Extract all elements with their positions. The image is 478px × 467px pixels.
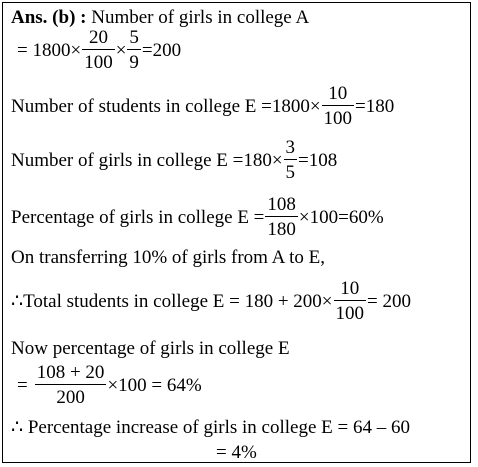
fraction: 108 180: [265, 195, 298, 239]
eq-lead: Number of students in college E =1800×: [11, 95, 321, 117]
percentage-increase-statement: ∴ Percentage increase of girls in colleg…: [11, 417, 410, 438]
fraction-numerator: 108 + 20: [34, 362, 107, 385]
eq-result: =108: [298, 149, 338, 171]
eq-lead: Percentage of girls in college E =: [11, 206, 265, 228]
answer-label: Ans. (b) :: [11, 7, 87, 28]
fraction: 108 + 20 200: [34, 362, 107, 408]
equation-new-percentage: = 108 + 20 200 ×100 = 64%: [17, 363, 202, 407]
line-1-text: Number of girls in college A: [91, 7, 310, 28]
final-answer: = 4%: [216, 442, 257, 463]
times-sign: ×: [115, 39, 127, 61]
eq-lead: =: [17, 374, 28, 396]
equation-girls-college-e: Number of girls in college E =180× 3 5 =108: [11, 138, 337, 182]
fraction-denominator: 180: [267, 219, 296, 240]
fraction-numerator: 10: [321, 84, 355, 106]
fraction-denominator: 100: [323, 108, 353, 129]
eq-lead: ∴Total students in college E = 180 + 200…: [11, 290, 333, 312]
answer-heading: Ans. (b) : Number of girls in college A: [11, 8, 309, 27]
equation-percentage-girls-e: Percentage of girls in college E = 108 180…: [11, 195, 384, 239]
fraction-numerator: 108: [265, 194, 298, 217]
eq-lead: = 1800×: [17, 39, 82, 61]
eq-result: =180: [355, 95, 395, 117]
eq-result: =200: [141, 39, 182, 61]
solution-box: [2, 2, 471, 463]
fraction-denominator: 100: [84, 52, 113, 73]
fraction-denominator: 200: [56, 387, 85, 408]
eq-result: ×100 = 64%: [107, 374, 202, 396]
fraction-denominator: 9: [129, 52, 139, 73]
eq-result: = 200: [367, 290, 411, 312]
fraction-numerator: 20: [82, 28, 115, 50]
fraction-numerator: 10: [333, 279, 367, 301]
fraction-numerator: 5: [127, 27, 141, 50]
transfer-statement: On transferring 10% of girls from A to E…: [11, 247, 325, 268]
eq-lead: Number of girls in college E =180×: [11, 149, 283, 171]
new-percentage-heading: Now percentage of girls in college E: [11, 338, 290, 359]
fraction-denominator: 5: [285, 162, 296, 183]
fraction-denominator: 100: [335, 303, 365, 324]
equation-total-students: ∴Total students in college E = 180 + 200…: [11, 279, 411, 323]
fraction: 10 100: [321, 84, 355, 129]
fraction: 10 100: [333, 279, 367, 324]
fraction: 20 100: [82, 28, 115, 72]
eq-result: ×100=60%: [298, 206, 384, 228]
equation-girls-college-a: = 1800× 20 100 × 5 9 =200: [17, 28, 181, 72]
fraction-numerator: 3: [283, 137, 298, 160]
equation-students-college-e: Number of students in college E =1800× 10…: [11, 84, 394, 128]
